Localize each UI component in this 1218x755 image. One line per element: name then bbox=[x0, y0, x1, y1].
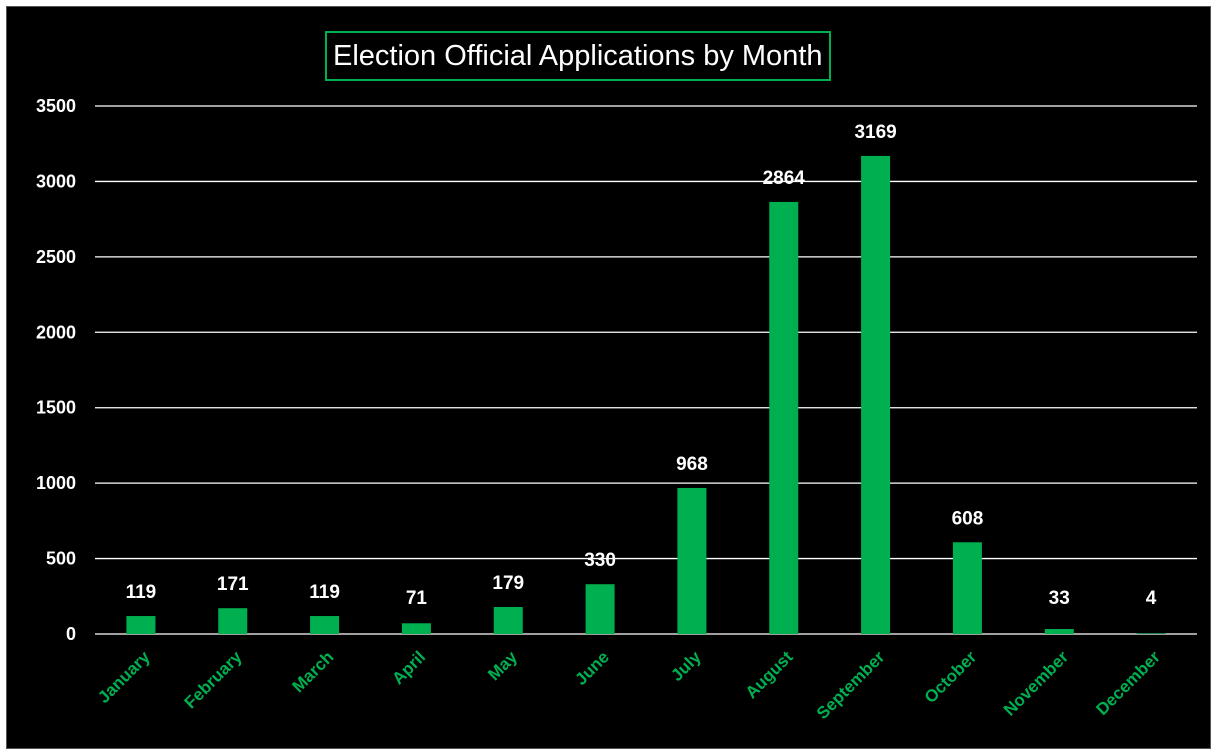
x-tick-label: April bbox=[388, 647, 429, 688]
data-label: 3169 bbox=[854, 122, 896, 143]
y-tick-label: 1000 bbox=[36, 473, 76, 493]
bar bbox=[401, 623, 431, 634]
bar bbox=[1136, 633, 1166, 634]
data-label: 2864 bbox=[763, 168, 806, 189]
bar bbox=[861, 155, 891, 634]
data-label: 179 bbox=[492, 573, 524, 594]
x-tick-label: July bbox=[667, 647, 705, 685]
x-tick-label: January bbox=[94, 647, 154, 707]
bar bbox=[585, 584, 615, 634]
chart-title: Election Official Applications by Month bbox=[325, 31, 831, 81]
data-label: 33 bbox=[1049, 588, 1070, 609]
data-label: 4 bbox=[1146, 588, 1157, 609]
data-label: 119 bbox=[309, 582, 340, 603]
bar bbox=[310, 616, 340, 634]
x-tick-label: June bbox=[571, 647, 612, 688]
data-label: 171 bbox=[217, 574, 249, 595]
bar bbox=[126, 616, 156, 634]
y-tick-label: 3000 bbox=[36, 171, 76, 191]
bar bbox=[218, 608, 248, 634]
y-tick-label: 0 bbox=[66, 624, 76, 644]
y-tick-label: 500 bbox=[46, 549, 76, 569]
x-tick-label: May bbox=[484, 647, 521, 684]
x-tick-label: October bbox=[921, 647, 981, 707]
data-label: 71 bbox=[406, 588, 428, 609]
data-label: 608 bbox=[952, 508, 984, 529]
x-tick-label: November bbox=[1000, 647, 1072, 719]
data-label: 968 bbox=[676, 454, 708, 475]
data-label: 330 bbox=[584, 550, 616, 571]
data-label: 119 bbox=[126, 582, 157, 603]
x-tick-label: March bbox=[289, 647, 338, 696]
y-tick-label: 3500 bbox=[36, 96, 76, 116]
bar bbox=[493, 606, 523, 634]
bar bbox=[952, 542, 982, 634]
bar bbox=[677, 487, 707, 634]
y-tick-label: 2000 bbox=[36, 322, 76, 342]
bar bbox=[1044, 629, 1074, 634]
bar bbox=[769, 201, 799, 635]
x-tick-label: December bbox=[1092, 647, 1164, 719]
y-tick-label: 2500 bbox=[36, 247, 76, 267]
y-tick-label: 1500 bbox=[36, 398, 76, 418]
x-tick-label: August bbox=[742, 647, 797, 702]
x-tick-label: February bbox=[181, 647, 246, 712]
x-tick-label: September bbox=[813, 647, 889, 723]
